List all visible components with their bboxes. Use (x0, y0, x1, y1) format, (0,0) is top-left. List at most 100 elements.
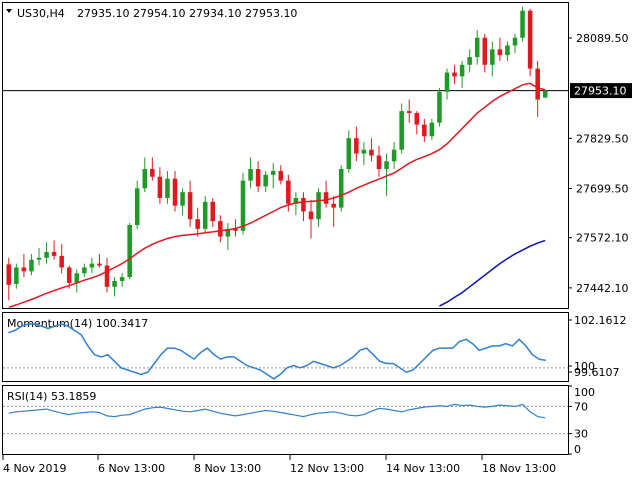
candle (44, 242, 49, 264)
candle-body (399, 111, 404, 150)
rsi-label: RSI(14) 53.1859 (7, 390, 96, 403)
candle (444, 68, 450, 100)
candle-body (293, 197, 299, 204)
candle-body (172, 178, 178, 206)
candle-body (384, 161, 389, 170)
candle (142, 157, 148, 193)
candle-body (542, 90, 548, 98)
candle-body (180, 192, 185, 206)
candle-body (97, 263, 102, 266)
candle (150, 157, 155, 181)
candle (422, 118, 427, 142)
candle-body (150, 169, 155, 177)
candle-body (44, 252, 49, 258)
candle-body (376, 155, 382, 170)
price-panel[interactable] (2, 2, 569, 309)
rsi-tick-label: 100 (574, 386, 595, 399)
candle-body (240, 180, 246, 231)
candle (497, 37, 503, 61)
candle (369, 138, 374, 162)
price-y-axis: 27442.10 27572.10 27699.50 27829.50 28089.50 (568, 32, 629, 295)
candle (127, 223, 132, 280)
candle-body (187, 192, 193, 220)
candle (255, 161, 261, 193)
candle (21, 253, 27, 278)
candle (520, 6, 525, 42)
symbol-label: US30,H4 (17, 7, 65, 20)
candle-body (233, 228, 238, 231)
candle (542, 90, 548, 98)
candle-body (142, 169, 148, 189)
candle (14, 263, 19, 289)
candle (104, 257, 110, 293)
candle (346, 130, 352, 173)
price-tick-label: 27829.50 (576, 132, 629, 145)
ohlc-label: 27935.10 27954.10 27934.10 27953.10 (77, 7, 297, 20)
candle (59, 244, 64, 274)
candle (301, 192, 306, 222)
candle (338, 165, 344, 212)
candle (414, 111, 420, 135)
candle (505, 41, 510, 61)
candle-body (82, 267, 87, 274)
candle (157, 167, 163, 204)
candle-body (422, 124, 427, 137)
candle (29, 253, 34, 276)
candle-body (218, 221, 223, 237)
candle (134, 180, 140, 229)
momentum-tick-label: 99.6107 (574, 366, 620, 379)
candle-body (437, 91, 442, 123)
dropdown-triangle-icon[interactable] (6, 9, 12, 13)
candle-body (452, 72, 457, 77)
candle (82, 263, 87, 278)
candle (429, 118, 435, 141)
candle-body (414, 113, 420, 125)
time-tick-label: 8 Nov 13:00 (194, 462, 261, 475)
candle (527, 8, 533, 77)
price-tick-label: 27699.50 (576, 183, 629, 196)
candle (459, 60, 465, 88)
current-price-tag: 27953.10 (570, 83, 632, 99)
candle-body (429, 122, 435, 137)
candle-body (6, 264, 12, 285)
candle-body (406, 111, 412, 114)
candle-body (505, 45, 510, 56)
momentum-tick-label: 100 (574, 360, 595, 373)
moving-average-fast-line (8, 82, 546, 308)
current-price-tag-label: 27953.10 (574, 85, 627, 98)
candle (467, 49, 472, 73)
candle (180, 188, 185, 216)
candle (218, 215, 223, 243)
candle (354, 126, 359, 162)
candle-body (331, 203, 336, 208)
candle (399, 103, 404, 154)
candle-body (36, 257, 42, 260)
candle-body (14, 267, 19, 285)
momentum-line (8, 323, 546, 380)
candle (361, 141, 367, 166)
candle (97, 253, 102, 268)
candle-body (301, 197, 306, 212)
candle-body (482, 37, 488, 65)
candle (210, 197, 216, 227)
time-x-axis: 4 Nov 2019 6 Nov 13:00 8 Nov 13:00 12 Nov 1… (2, 455, 556, 475)
candle-body (21, 267, 27, 272)
candle-body (323, 192, 329, 204)
candle-body (89, 263, 95, 268)
candle-body (361, 149, 367, 154)
momentum-tick-label: 102.1612 (574, 314, 627, 327)
rsi-panel[interactable] (2, 385, 569, 455)
candle-body (66, 267, 72, 283)
candle-body (157, 176, 163, 198)
candle-body (263, 174, 268, 187)
candle (384, 153, 389, 197)
candle (437, 87, 442, 127)
candle (89, 257, 95, 274)
candle (278, 165, 284, 185)
candle-body (308, 211, 314, 220)
candle (308, 199, 314, 239)
candle-body (527, 10, 533, 69)
